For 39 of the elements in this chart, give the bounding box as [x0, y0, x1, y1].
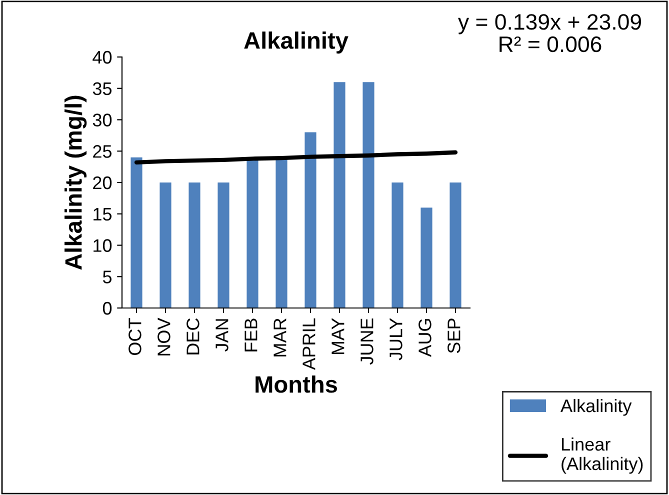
y-tick-label: 15: [94, 208, 112, 221]
x-tick-label: MAY: [332, 318, 344, 354]
x-tick-label: APRIL: [302, 318, 316, 370]
x-tick-label: OCT: [128, 318, 142, 355]
y-tick-label: 10: [94, 239, 112, 252]
y-tick-label: 20: [93, 176, 112, 190]
x-tick-label: JAN: [216, 319, 228, 352]
x-tick-label: AUG: [418, 319, 432, 357]
bar: [218, 182, 230, 308]
text: R² = 0.006: [500, 36, 602, 52]
x-tick-label: FEB: [244, 318, 258, 352]
y-tick-label: 5: [102, 270, 112, 284]
bar: [334, 82, 346, 308]
y-tick-label: 30: [92, 114, 112, 126]
y-axis-title: Alkalinity (mg/l): [64, 96, 87, 270]
legend-label: Linear (Alkalinity): [562, 437, 643, 474]
bar: [362, 82, 374, 308]
x-tick-label: MAR: [274, 318, 286, 356]
bar: [450, 182, 462, 308]
bar: [160, 182, 172, 308]
y-tick-label: 25: [93, 145, 112, 158]
text: y = 0.139x + 23.09: [458, 14, 641, 34]
x-tick-label: JULY: [390, 318, 402, 360]
bar: [188, 182, 200, 308]
y-tick-label: 35: [92, 82, 112, 96]
y-tick-label: 40: [92, 50, 112, 64]
x-tick-label: JUNE: [360, 318, 374, 365]
bar: [304, 132, 316, 308]
legend-label: Alkalinity: [560, 398, 632, 416]
y-tick-label: 0: [102, 302, 112, 315]
bar: [392, 182, 404, 308]
bar: [420, 208, 432, 308]
chart-title: Alkalinity: [244, 32, 348, 54]
x-tick-label: NOV: [158, 318, 170, 356]
line-series: [134, 150, 458, 165]
x-axis-title: Months: [256, 375, 337, 393]
x-tick-label: SEP: [448, 318, 460, 354]
x-tick-label: DEC: [186, 318, 200, 354]
bar: [130, 157, 142, 308]
